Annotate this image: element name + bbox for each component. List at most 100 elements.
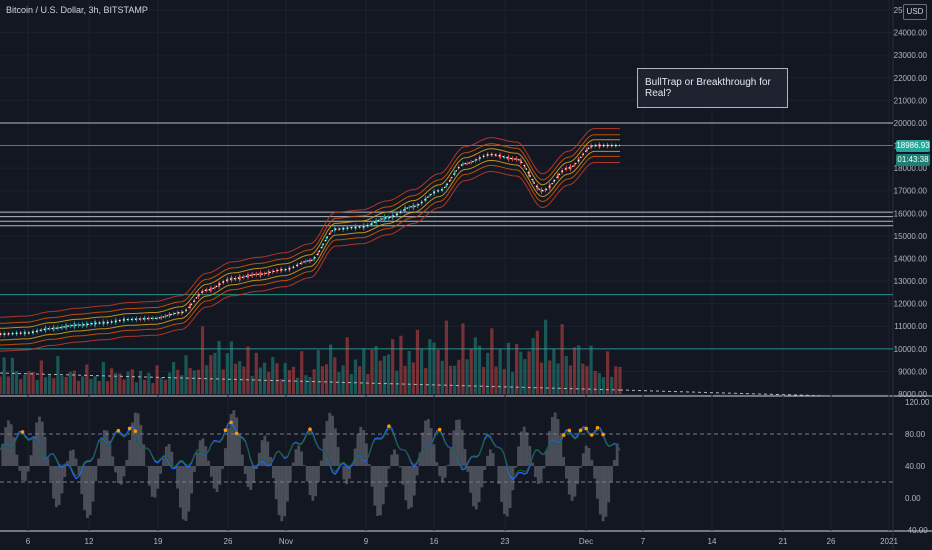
price-axis[interactable]: 25000.0024000.0023000.0022000.0021000.00…	[894, 6, 928, 399]
candle-body	[379, 219, 382, 221]
osc-histogram-bar	[319, 460, 323, 466]
osc-overbought-dot	[234, 431, 239, 436]
osc-overbought-dot	[229, 420, 233, 425]
osc-histogram-bar	[322, 438, 326, 466]
band-line	[0, 134, 620, 324]
candle-body	[218, 282, 221, 287]
volume-bar	[291, 366, 296, 394]
osc-histogram-bar	[226, 427, 230, 466]
volume-bar	[601, 377, 606, 394]
volume-bar	[329, 344, 333, 394]
volume-bar	[97, 381, 101, 394]
volume-bar	[308, 377, 312, 394]
oscillator-axis[interactable]: 120.00 80.00 40.00 0.00 -40.00	[905, 398, 930, 535]
volume-bar	[188, 367, 192, 394]
volume-bar	[271, 357, 275, 394]
osc-histogram-bar	[257, 452, 261, 466]
volume-bar	[469, 348, 473, 394]
volume-bar	[279, 378, 283, 394]
annotation-box[interactable]: BullTrap or Breakthrough for Real?	[637, 68, 788, 108]
time-axis[interactable]: 6 12 19 26 Nov 9 16 23 Dec 7 14 21 26 2021	[26, 537, 899, 546]
osc-histogram-bar	[412, 466, 416, 496]
volume-bar	[254, 352, 258, 394]
volume-bar	[353, 359, 358, 394]
osc-histogram-bar	[100, 439, 103, 466]
candle-body	[317, 252, 320, 254]
osc-histogram-bar	[379, 466, 382, 516]
price-tick-label: 11000.00	[894, 322, 927, 331]
volume-bar	[105, 381, 110, 394]
osc-overbought-dot	[20, 430, 25, 434]
time-tick-label: 26	[224, 537, 233, 546]
osc-histogram-bar	[305, 466, 309, 482]
candle-body	[552, 180, 555, 182]
osc-histogram-bar	[500, 466, 504, 502]
candle-body	[205, 289, 208, 291]
osc-histogram-bar	[300, 451, 303, 466]
time-tick-label: 7	[641, 537, 646, 546]
osc-histogram-bar	[441, 466, 444, 482]
candle-body	[251, 273, 254, 277]
osc-histogram-bar	[584, 445, 588, 466]
candle-body	[143, 317, 146, 320]
osc-histogram-bar	[573, 466, 577, 497]
volume-bar	[337, 372, 341, 394]
volume-bar	[217, 341, 221, 394]
time-tick-label: 23	[501, 537, 510, 546]
osc-histogram-bar	[362, 430, 365, 466]
osc-histogram-bar	[559, 435, 563, 466]
volume-bar	[229, 341, 234, 394]
osc-histogram-bar	[539, 466, 543, 481]
volume-bar	[64, 376, 68, 394]
osc-histogram-bar	[565, 466, 568, 479]
volume-bars	[0, 319, 831, 397]
candle-body	[304, 260, 307, 262]
volume-bar	[486, 352, 490, 394]
osc-histogram-bar	[587, 447, 591, 466]
osc-histogram-bar	[435, 462, 439, 466]
osc-histogram-bar	[294, 449, 298, 466]
osc-histogram-bar	[235, 417, 239, 466]
candle-body	[536, 185, 539, 189]
volume-bar	[6, 376, 10, 394]
volume-bar	[535, 330, 539, 394]
candle-body	[375, 219, 378, 224]
volume-bar	[572, 347, 577, 394]
osc-histogram-bar	[286, 466, 289, 502]
currency-button[interactable]: USD	[903, 4, 927, 20]
osc-histogram-bar	[336, 446, 340, 466]
osc-histogram-bar	[266, 441, 270, 466]
band-line	[0, 155, 620, 346]
osc-histogram-bar	[610, 466, 613, 482]
volume-bar	[424, 367, 428, 394]
candle-body	[164, 315, 167, 317]
osc-histogram-bar	[519, 431, 523, 466]
volume-bar	[287, 370, 291, 394]
osc-histogram-bar	[612, 460, 616, 466]
countdown-tag: 01:43:38	[896, 154, 930, 166]
volume-bar	[242, 366, 246, 394]
volume-bar	[56, 356, 60, 394]
volume-ma	[619, 389, 831, 397]
osc-histogram-bar	[57, 466, 61, 505]
osc-histogram-bar	[370, 466, 374, 487]
candle-body	[160, 316, 163, 319]
osc-histogram-bar	[176, 466, 179, 489]
osc-histogram-bar	[49, 466, 53, 481]
osc-histogram-bar	[604, 466, 608, 517]
volume-bar	[192, 370, 196, 394]
osc-overbought-dot	[561, 433, 566, 437]
osc-histogram-bar	[277, 466, 281, 516]
osc-histogram-bar	[260, 440, 264, 466]
osc-overbought-dot	[601, 432, 605, 437]
band-line	[0, 162, 620, 352]
candle-body	[383, 215, 386, 221]
candle-body	[259, 272, 262, 277]
osc-histogram-bar	[209, 466, 213, 477]
osc-histogram-bar	[249, 466, 253, 490]
osc-histogram-bar	[302, 465, 306, 466]
osc-histogram-bar	[243, 466, 247, 475]
osc-histogram-bar	[460, 429, 464, 466]
